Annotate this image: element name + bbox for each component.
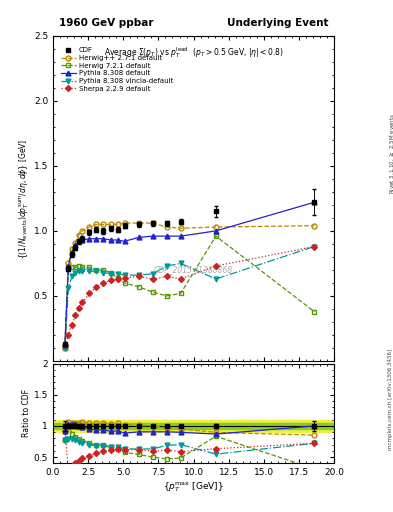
Text: mcmplots.cern.ch [arXiv:1306.3436]: mcmplots.cern.ch [arXiv:1306.3436]	[388, 349, 393, 450]
Bar	[53, 420, 334, 432]
Text: Rivet 3.1.10, $\geq$ 2.5M events: Rivet 3.1.10, $\geq$ 2.5M events	[388, 113, 393, 194]
Y-axis label: Ratio to CDF: Ratio to CDF	[22, 390, 31, 437]
Bar	[53, 423, 334, 429]
Y-axis label: $\{(1/N_{\rm events}) dp_T^{\rm sum}/d\eta, d\phi\}$ [GeV]: $\{(1/N_{\rm events}) dp_T^{\rm sum}/d\e…	[18, 138, 31, 259]
X-axis label: $\{p_T^{\rm max}$ [GeV]$\}$: $\{p_T^{\rm max}$ [GeV]$\}$	[163, 480, 224, 494]
Text: Underlying Event: Underlying Event	[227, 18, 329, 28]
Text: Average $\Sigma(p_T)$ vs $p_T^{\rm lead}$  $(p_T > 0.5$ GeV, $|\eta| < 0.8)$: Average $\Sigma(p_T)$ vs $p_T^{\rm lead}…	[104, 46, 283, 60]
Text: 1960 GeV ppbar: 1960 GeV ppbar	[59, 18, 153, 28]
Legend: CDF, Herwig++ 2.7.1 default, Herwig 7.2.1 default, Pythia 8.308 default, Pythia : CDF, Herwig++ 2.7.1 default, Herwig 7.2.…	[59, 46, 174, 93]
Text: CDF_2015_I1388868: CDF_2015_I1388868	[154, 265, 233, 274]
